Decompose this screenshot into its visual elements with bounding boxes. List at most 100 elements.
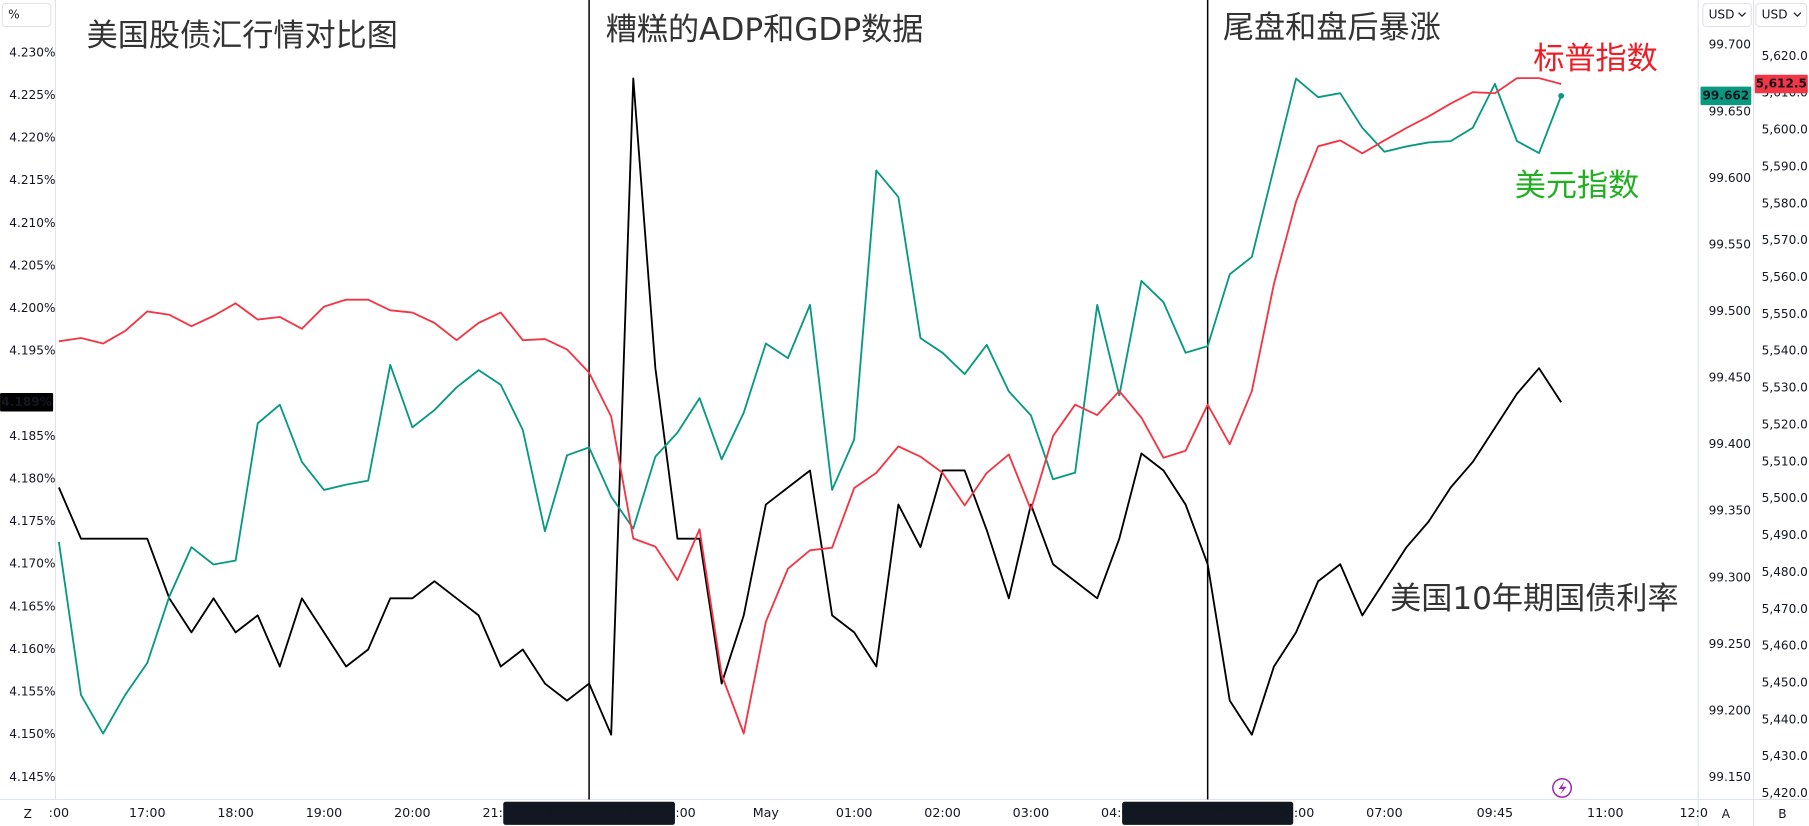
y-tick-label: 4.200%: [9, 301, 55, 315]
last-value-label: 99.662: [1703, 88, 1750, 102]
last-value-badge: [0, 393, 54, 412]
y-tick-label: 5,560.0: [1762, 270, 1808, 284]
y-tick-label: 5,580.0: [1762, 196, 1808, 210]
x-tick-label-highlight: Wed 30 Apr '25 22:00: [510, 805, 668, 820]
y-tick-label: 5,510.0: [1762, 454, 1808, 468]
last-value-label: 4.189%: [1, 395, 51, 409]
y-tick-label: 5,620.0: [1762, 49, 1808, 63]
bolt-circle: [1552, 777, 1573, 798]
x-tick-label: 02:00: [924, 805, 961, 820]
series-label: 标普指数: [1533, 41, 1658, 77]
x-label-box: [1122, 801, 1294, 825]
x-tick-label: 07:00: [1366, 805, 1403, 820]
y-tick-label: 4.210%: [9, 216, 55, 230]
y-tick-label: 5,450.0: [1762, 675, 1808, 689]
y-tick-label: 99.400: [1709, 437, 1751, 451]
last-value-badge: [1754, 74, 1808, 94]
x-tick-label: 20:00: [394, 805, 431, 820]
y-tick-label: 5,480.0: [1762, 565, 1808, 579]
y-tick-label: 4.225%: [9, 88, 55, 102]
y-tick-label: 4.230%: [9, 45, 55, 59]
y-tick-label: 4.165%: [9, 599, 55, 613]
x-tick-label: 12:0: [1679, 805, 1707, 820]
unit-button[interactable]: [1755, 2, 1808, 28]
annotation: 糟糕的ADP和GDP数据: [606, 12, 924, 48]
last-value-badge: [1700, 86, 1752, 106]
y-tick-label: 4.220%: [9, 131, 55, 145]
y-tick-label: 5,440.0: [1762, 712, 1808, 726]
y-tick-label: 4.175%: [9, 514, 55, 528]
bolt: [1558, 781, 1567, 795]
toolbar-button[interactable]: B: [1778, 807, 1786, 821]
x-tick-label: 17:00: [129, 805, 166, 820]
y-tick-label: 5,420.0: [1762, 786, 1808, 800]
y-tick-label: 99.200: [1709, 703, 1751, 717]
x-tick-label: 11:00: [1587, 805, 1624, 820]
y-tick-label: 5,590.0: [1762, 159, 1808, 173]
x-tick-label: 06:00: [1278, 805, 1315, 820]
y-tick-label: 5,550.0: [1762, 307, 1808, 321]
x-tick-label: :00: [49, 805, 69, 820]
toolbar-button[interactable]: Z: [24, 807, 32, 821]
unit-button[interactable]: [1, 2, 52, 28]
x-tick-label: May: [753, 805, 780, 820]
series-line: [58, 77, 1562, 736]
y-tick-label: 5,600.0: [1762, 123, 1808, 137]
series-label: 美元指数: [1515, 168, 1640, 204]
y-tick-label: 99.700: [1709, 38, 1751, 52]
y-tick-label: 5,470.0: [1762, 602, 1808, 616]
y-tick-label: 99.150: [1709, 770, 1751, 784]
toolbar-button[interactable]: A: [1722, 807, 1731, 821]
y-tick-label: 5,430.0: [1762, 749, 1808, 763]
y-tick-label: 4.180%: [9, 471, 55, 485]
unit-label: USD: [1762, 7, 1788, 21]
y-tick-label: 4.185%: [9, 429, 55, 443]
y-tick-label: 99.550: [1709, 237, 1751, 251]
annotation: 尾盘和盘后暴涨: [1223, 10, 1441, 46]
y-tick-label: 5,460.0: [1762, 639, 1808, 653]
series-label: 美国10年期国债利率: [1390, 581, 1679, 617]
y-tick-label: 5,490.0: [1762, 528, 1808, 542]
last-value-label: 5,612.5: [1756, 77, 1807, 91]
y-tick-label: 4.195%: [9, 344, 55, 358]
x-tick-label: 03:00: [1013, 805, 1050, 820]
x-tick-label: 23:00: [659, 805, 696, 820]
y-tick-label: 99.300: [1709, 570, 1751, 584]
y-tick-label: 5,570.0: [1762, 233, 1808, 247]
x-tick-label: 09:45: [1477, 805, 1514, 820]
y-tick-label: 99.350: [1709, 504, 1751, 518]
y-tick-label: 4.205%: [9, 258, 55, 272]
dropdown-caret: [1793, 12, 1802, 17]
y-tick-label: 5,530.0: [1762, 381, 1808, 395]
x-tick-label: 01:00: [836, 805, 873, 820]
y-tick-label: 99.600: [1709, 171, 1751, 185]
y-tick-label: 5,500.0: [1762, 491, 1808, 505]
series-line: [57, 77, 1563, 735]
y-tick-label: 4.170%: [9, 557, 55, 571]
x-tick-label-highlight: Thu 01 May '25 05:00: [1129, 805, 1286, 820]
y-tick-label: 99.650: [1709, 104, 1751, 118]
y-tick-label: 4.215%: [9, 173, 55, 187]
x-label-box: [503, 801, 675, 825]
y-tick-label: 4.155%: [9, 685, 55, 699]
unit-button[interactable]: [1702, 2, 1752, 28]
dropdown-caret: [1738, 12, 1746, 17]
bolt-icon[interactable]: [1552, 777, 1573, 798]
unit-label: %: [8, 7, 20, 21]
x-tick-label: 18:00: [217, 805, 254, 820]
y-tick-label: 5,540.0: [1762, 344, 1808, 358]
series-line: [58, 77, 1562, 735]
y-tick-label: 5,520.0: [1762, 417, 1808, 431]
y-tick-label: 4.150%: [9, 727, 55, 741]
y-tick-label: 4.145%: [9, 770, 55, 784]
y-tick-label: 99.250: [1709, 637, 1751, 651]
y-tick-label: 99.500: [1709, 304, 1751, 318]
y-tick-label: 4.160%: [9, 642, 55, 656]
last-point: [1558, 92, 1565, 99]
annotation: 美国股债汇行情对比图: [87, 18, 398, 54]
unit-label: USD: [1709, 7, 1735, 21]
x-tick-label: 19:00: [306, 805, 343, 820]
